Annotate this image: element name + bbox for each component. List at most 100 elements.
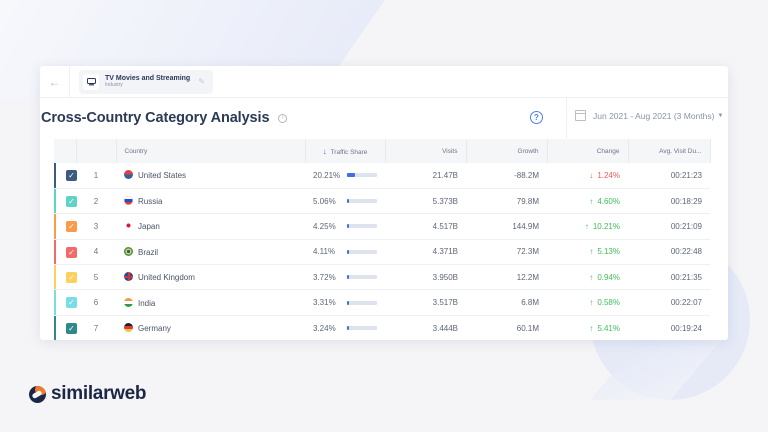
analysis-card: ← TV Movies and Streaming Industry ✎ Cro… (40, 66, 728, 340)
row-checkbox[interactable]: ✓ (66, 246, 77, 258)
avg-visit-duration-value: 00:21:35 (628, 264, 710, 291)
traffic-share-bar (347, 224, 377, 229)
change-value: 4.60% (597, 196, 620, 206)
arrow-up-icon: ↑ (589, 272, 594, 282)
row-checkbox[interactable]: ✓ (66, 170, 77, 181)
change-cell: ↑ 10.21% (547, 213, 628, 240)
avg-visit-duration-value: 00:22:07 (628, 289, 710, 316)
growth-value: 6.8M (466, 289, 547, 316)
similarweb-logo: similarweb (29, 383, 147, 405)
country-name[interactable]: United Kingdom (138, 273, 195, 283)
row-color-bar (54, 188, 56, 214)
traffic-share-cell: 4.11% (305, 239, 385, 266)
growth-value: -88.2M (466, 163, 547, 189)
country-name[interactable]: Germany (138, 324, 171, 334)
change-value: 5.41% (597, 323, 620, 333)
table-row[interactable]: ✓ 5 United Kingdom 3.72% 3.950B 12.2M ↑ 0… (54, 264, 710, 291)
change-cell: ↑ 0.58% (547, 289, 628, 316)
avg-visit-duration-column-header[interactable]: Avg. Visit Du... (628, 139, 711, 163)
row-checkbox[interactable]: ✓ (66, 221, 77, 233)
traffic-share-bar (347, 300, 377, 305)
row-checkbox[interactable]: ✓ (66, 297, 77, 309)
growth-column-header[interactable]: Growth (466, 139, 548, 163)
change-cell: ↑ 5.13% (547, 239, 628, 266)
flag-icon (124, 323, 133, 333)
arrow-up-icon: ↑ (589, 298, 594, 308)
change-cell: ↓ 1.24% (547, 163, 628, 189)
table-row[interactable]: ✓ 6 India 3.31% 3.517B 6.8M ↑ 0.58% 00:22… (54, 289, 710, 316)
breadcrumb-title: TV Movies and Streaming (105, 75, 191, 82)
traffic-share-cell: 3.24% (305, 315, 385, 340)
change-column-header[interactable]: Change (547, 139, 629, 163)
country-cell: Japan (116, 213, 305, 240)
row-select-cell: ✓ (54, 163, 77, 189)
traffic-share-cell: 3.72% (305, 264, 385, 291)
country-name[interactable]: United States (138, 171, 187, 181)
country-table: Country ↓ Traffic Share Visits Growth Cha… (54, 139, 711, 340)
avg-visit-duration-value: 00:19:24 (628, 315, 710, 340)
change-value: 0.94% (597, 272, 620, 282)
row-checkbox[interactable]: ✓ (66, 272, 77, 284)
visits-column-header[interactable]: Visits (385, 139, 467, 163)
rank: 3 (76, 213, 116, 240)
rank: 4 (76, 239, 116, 266)
country-name[interactable]: India (138, 298, 156, 308)
row-checkbox[interactable]: ✓ (66, 195, 77, 207)
row-color-bar (54, 290, 56, 315)
traffic-share-value: 4.25% (313, 221, 336, 231)
flag-icon (124, 196, 133, 206)
tv-icon (83, 73, 99, 90)
divider (566, 98, 567, 138)
arrow-up-icon: ↑ (589, 196, 594, 206)
table-row[interactable]: ✓ 7 Germany 3.24% 3.444B 60.1M ↑ 5.41% 00… (54, 315, 710, 340)
caret-down-icon: ▼ (717, 112, 724, 119)
date-range-label: Jun 2021 - Aug 2021 (3 Months) (593, 110, 715, 121)
similarweb-logo-icon (29, 385, 46, 403)
growth-value: 60.1M (466, 315, 547, 340)
visits-value: 4.517B (385, 213, 466, 240)
rank: 7 (76, 315, 116, 340)
traffic-share-bar (347, 249, 377, 254)
country-name[interactable]: Brazil (138, 247, 159, 257)
date-range-picker[interactable]: Jun 2021 - Aug 2021 (3 Months) ▼ (575, 110, 723, 121)
table-row[interactable]: ✓ 2 Russia 5.06% 5.373B 79.8M ↑ 4.60% 00:… (54, 188, 710, 215)
traffic-share-cell: 20.21% (305, 163, 385, 189)
change-value: 5.13% (597, 247, 620, 257)
page-title: Cross-Country Category Analysis (41, 110, 270, 126)
row-color-bar (54, 163, 56, 188)
pencil-icon[interactable]: ✎ (198, 77, 205, 86)
traffic-share-column-header[interactable]: ↓ Traffic Share (305, 139, 386, 163)
row-select-cell: ✓ (54, 289, 77, 316)
traffic-share-value: 20.21% (313, 170, 341, 180)
row-checkbox[interactable]: ✓ (66, 322, 77, 334)
traffic-share-cell: 5.06% (305, 188, 385, 215)
traffic-share-bar (347, 173, 377, 178)
info-icon[interactable]: i (278, 113, 288, 123)
country-cell: Germany (116, 315, 305, 340)
traffic-share-bar (347, 326, 377, 331)
table-row[interactable]: ✓ 1 United States 20.21% 21.47B -88.2M ↓… (54, 163, 710, 189)
back-button[interactable]: ← (40, 66, 70, 98)
visits-value: 5.373B (385, 188, 466, 215)
growth-value: 12.2M (466, 264, 547, 291)
arrow-down-icon: ↓ (589, 170, 594, 180)
country-name[interactable]: Japan (138, 222, 160, 232)
row-color-bar (54, 315, 56, 340)
help-circle-icon[interactable]: ? (530, 111, 543, 124)
row-select-cell: ✓ (54, 239, 77, 266)
visits-value: 4.371B (385, 239, 466, 266)
change-cell: ↑ 0.94% (547, 264, 628, 291)
table-row[interactable]: ✓ 3 Japan 4.25% 4.517B 144.9M ↑ 10.21% 00… (54, 213, 710, 240)
change-value: 1.24% (597, 170, 620, 180)
row-color-bar (54, 239, 56, 265)
table-row[interactable]: ✓ 4 Brazil 4.11% 4.371B 72.3M ↑ 5.13% 00:… (54, 239, 710, 266)
country-column-header[interactable]: Country (116, 139, 306, 163)
title-bar: Cross-Country Category Analysis i ? Jun … (40, 98, 728, 138)
country-cell: India (116, 289, 305, 316)
row-select-cell: ✓ (54, 315, 77, 340)
rank-column-header (76, 139, 117, 163)
breadcrumb[interactable]: TV Movies and Streaming Industry ✎ (79, 69, 213, 94)
rank: 2 (76, 188, 116, 215)
select-column-header (54, 139, 77, 163)
country-name[interactable]: Russia (138, 197, 163, 207)
